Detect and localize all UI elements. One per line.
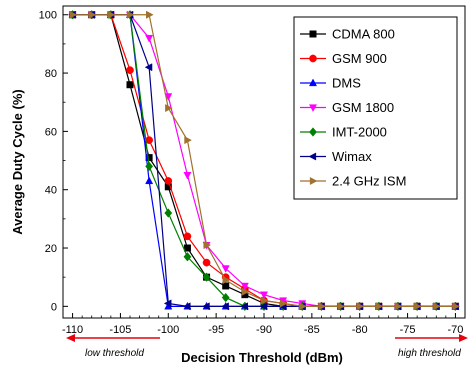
data-point: [375, 302, 384, 311]
data-point: [145, 34, 154, 43]
legend: CDMA 800 GSM 900 DMS GSM 1800 IMT-2000 Wimax 2…: [293, 16, 458, 200]
data-point: [259, 302, 268, 311]
legend-label: CDMA 800: [332, 27, 395, 42]
y-axis-ticks: 0 20 40 60 80 100: [39, 10, 68, 313]
data-point: [221, 265, 230, 273]
data-point: [433, 302, 441, 311]
legend-item: 2.4 GHz ISM: [300, 174, 406, 189]
legend-marker: [309, 127, 317, 137]
data-point: [259, 291, 269, 300]
data-point: [318, 302, 326, 311]
data-point: [165, 104, 173, 113]
data-point: [183, 171, 192, 180]
data-point: [183, 232, 192, 241]
data-point: [280, 299, 288, 308]
legend-marker: [308, 104, 318, 112]
legend-marker: [309, 54, 317, 63]
legend-label: Wimax: [332, 149, 372, 164]
data-point: [164, 177, 173, 185]
legend-item: IMT-2000: [300, 125, 387, 140]
x-tick-label: -85: [304, 324, 320, 336]
legend-item: GSM 900: [300, 51, 387, 66]
threshold-annotations: low threshold high threshold: [66, 334, 468, 359]
legend-item: CDMA 800: [300, 27, 395, 42]
series-layer: [68, 10, 460, 312]
data-point: [203, 241, 212, 250]
high-threshold-label: high threshold: [398, 348, 461, 359]
y-tick-label: 80: [45, 68, 57, 80]
x-tick-label: -100: [157, 324, 179, 336]
x-tick-label: -70: [447, 324, 463, 336]
data-point: [299, 302, 307, 311]
legend-marker: [308, 152, 317, 161]
data-point: [394, 302, 403, 311]
x-tick-label: -95: [208, 324, 224, 336]
legend-label: 2.4 GHz ISM: [332, 174, 406, 189]
data-point: [202, 272, 211, 282]
data-point: [145, 176, 154, 185]
legend-label: GSM 1800: [332, 100, 394, 115]
legend-label: DMS: [332, 76, 361, 91]
high-threshold-arrowhead: [459, 334, 468, 342]
data-point: [241, 287, 250, 296]
low-threshold-label: low threshold: [85, 348, 144, 359]
data-point: [126, 81, 134, 89]
legend-item: Wimax: [300, 149, 372, 164]
y-tick-label: 20: [45, 243, 57, 255]
data-point: [240, 282, 249, 291]
legend-marker: [309, 30, 317, 38]
y-tick-label: 60: [45, 126, 57, 138]
data-point: [182, 302, 191, 311]
series-2-4-ghz-ism: [69, 10, 460, 311]
x-tick-label: -90: [256, 324, 272, 336]
data-point: [69, 10, 78, 19]
data-point: [146, 10, 154, 19]
data-point: [260, 296, 269, 305]
x-tick-label: -105: [109, 324, 131, 336]
y-tick-label: 0: [51, 301, 57, 313]
data-point: [222, 282, 230, 290]
x-axis-title: Decision Threshold (dBm): [181, 350, 343, 365]
x-tick-label: -75: [400, 324, 416, 336]
data-point: [164, 208, 173, 218]
y-tick-label: 100: [39, 10, 57, 22]
data-point: [144, 63, 153, 72]
data-point: [88, 10, 97, 19]
data-point: [202, 302, 210, 311]
data-point: [184, 136, 192, 145]
data-point: [337, 302, 346, 311]
legend-item: DMS: [300, 76, 361, 91]
x-tick-label: -80: [352, 324, 368, 336]
legend-item: GSM 1800: [300, 100, 394, 115]
data-point: [452, 302, 460, 311]
legend-label: IMT-2000: [332, 125, 387, 140]
data-point: [356, 302, 365, 311]
x-axis-ticks: -110 -105 -100 -95 -90 -85 -80 -75 -70: [62, 313, 463, 336]
data-point: [221, 292, 230, 303]
y-axis-title: Average Duty Cycle (%): [10, 89, 25, 234]
y-tick-label: 40: [45, 185, 57, 197]
data-point: [126, 10, 135, 19]
data-point: [222, 276, 231, 285]
data-point: [107, 10, 116, 19]
legend-label: GSM 900: [332, 51, 387, 66]
data-point: [126, 66, 134, 74]
legend-marker: [308, 78, 318, 87]
low-threshold-arrowhead: [66, 334, 75, 342]
data-point: [163, 299, 172, 308]
x-tick-label: -110: [62, 324, 83, 336]
data-point: [240, 302, 248, 311]
data-point: [414, 302, 422, 311]
data-point: [145, 161, 154, 172]
data-point: [221, 302, 229, 311]
data-point: [202, 258, 211, 267]
data-point: [183, 252, 192, 262]
legend-marker: [309, 176, 318, 186]
